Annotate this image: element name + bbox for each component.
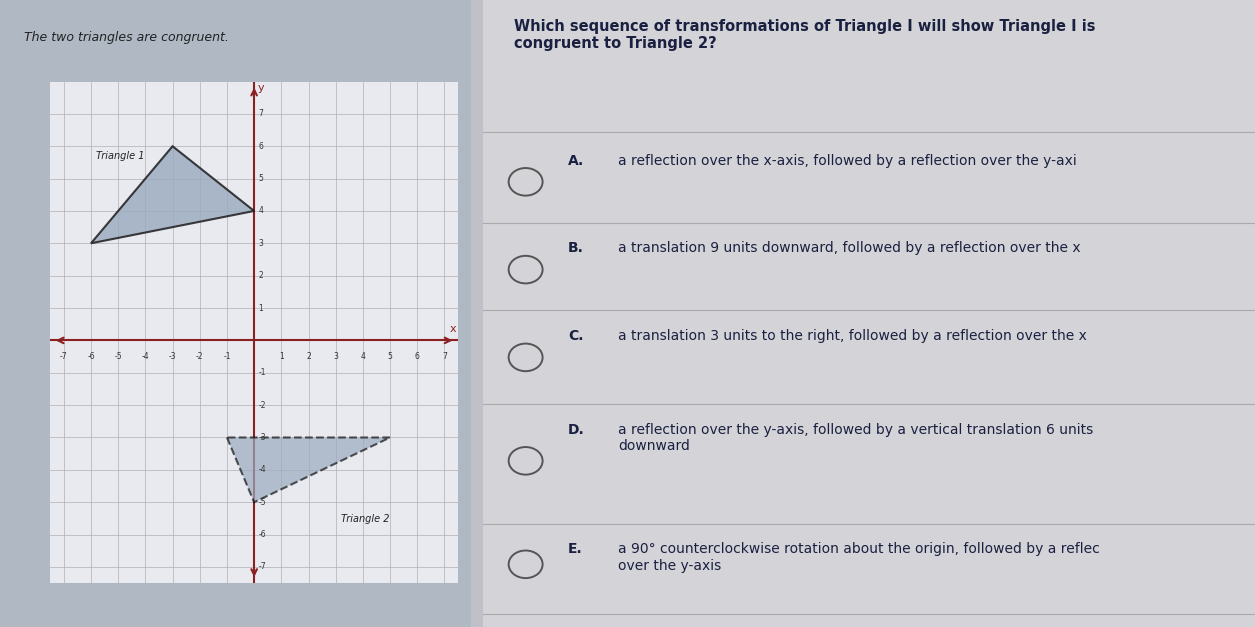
Text: 1: 1: [259, 303, 264, 312]
Text: a reflection over the y-axis, followed by a vertical translation 6 units
downwar: a reflection over the y-axis, followed b…: [619, 423, 1093, 453]
Text: 5: 5: [388, 352, 393, 361]
Text: The two triangles are congruent.: The two triangles are congruent.: [24, 31, 228, 45]
Text: -1: -1: [259, 368, 266, 377]
Text: a reflection over the x-axis, followed by a reflection over the y-axi: a reflection over the x-axis, followed b…: [619, 154, 1077, 167]
Text: -4: -4: [259, 465, 266, 475]
Text: -3: -3: [168, 352, 177, 361]
Text: Triangle 1: Triangle 1: [97, 151, 144, 161]
Text: -4: -4: [142, 352, 149, 361]
Text: D.: D.: [569, 423, 585, 437]
Text: E.: E.: [569, 542, 582, 556]
Polygon shape: [227, 438, 390, 502]
Text: -2: -2: [259, 401, 266, 409]
Text: 3: 3: [334, 352, 338, 361]
Text: 4: 4: [360, 352, 365, 361]
Text: -7: -7: [259, 562, 266, 571]
Polygon shape: [90, 146, 254, 243]
Text: a translation 9 units downward, followed by a reflection over the x: a translation 9 units downward, followed…: [619, 241, 1081, 255]
Text: C.: C.: [569, 329, 584, 343]
Text: -3: -3: [259, 433, 266, 442]
Text: x: x: [449, 324, 456, 334]
Text: 2: 2: [259, 271, 264, 280]
Text: -1: -1: [223, 352, 231, 361]
Text: 3: 3: [259, 239, 264, 248]
Text: -7: -7: [60, 352, 68, 361]
Text: 1: 1: [279, 352, 284, 361]
Text: -6: -6: [87, 352, 95, 361]
Text: 5: 5: [259, 174, 264, 183]
Text: 6: 6: [415, 352, 419, 361]
Text: 7: 7: [442, 352, 447, 361]
Text: -5: -5: [114, 352, 122, 361]
Text: B.: B.: [569, 241, 584, 255]
Text: 2: 2: [306, 352, 311, 361]
Text: Which sequence of transformations of Triangle I will show Triangle I is
congruen: Which sequence of transformations of Tri…: [515, 19, 1096, 51]
Text: -5: -5: [259, 498, 266, 507]
Text: 4: 4: [259, 206, 264, 216]
Text: 6: 6: [259, 142, 264, 150]
Text: a translation 3 units to the right, followed by a reflection over the x: a translation 3 units to the right, foll…: [619, 329, 1087, 343]
Text: A.: A.: [569, 154, 585, 167]
Text: a 90° counterclockwise rotation about the origin, followed by a reflec
over the : a 90° counterclockwise rotation about th…: [619, 542, 1099, 572]
Text: Triangle 2: Triangle 2: [341, 514, 389, 524]
Text: -2: -2: [196, 352, 203, 361]
Text: y: y: [257, 83, 265, 93]
Text: 7: 7: [259, 109, 264, 119]
Text: -6: -6: [259, 530, 266, 539]
